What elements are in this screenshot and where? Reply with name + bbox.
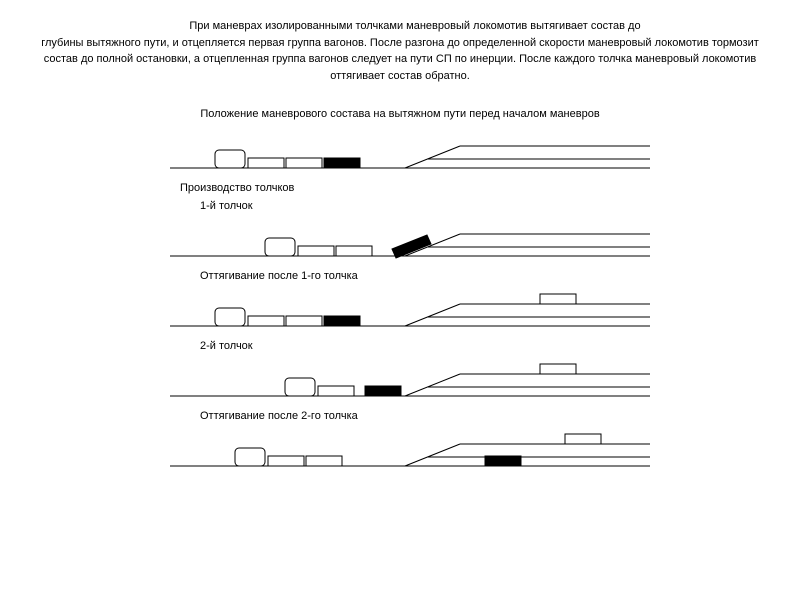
diagram-pull2 <box>170 426 650 474</box>
stage-push-section: Производство толчков 1-й толчок Оттягива… <box>150 182 650 474</box>
section-title: Положение маневрового состава на вытяжно… <box>40 108 760 120</box>
diagram-push1 <box>170 216 650 264</box>
intro-line2: глубины вытяжного пути, и отцепляется пе… <box>40 35 760 85</box>
intro-line1: При маневрах изолированными толчками ман… <box>40 18 760 35</box>
label-pull2: Оттягивание после 2-го толчка <box>200 410 650 422</box>
label-push-production: Производство толчков <box>180 182 650 194</box>
diagram-pull1 <box>170 286 650 334</box>
label-push1: 1-й толчок <box>200 200 650 212</box>
stage-initial <box>150 128 650 176</box>
label-push2: 2-й толчок <box>200 340 650 352</box>
intro-text: При маневрах изолированными толчками ман… <box>40 18 760 84</box>
diagram-push2 <box>170 356 650 404</box>
diagram-initial <box>170 128 650 176</box>
label-pull1: Оттягивание после 1-го толчка <box>200 270 650 282</box>
